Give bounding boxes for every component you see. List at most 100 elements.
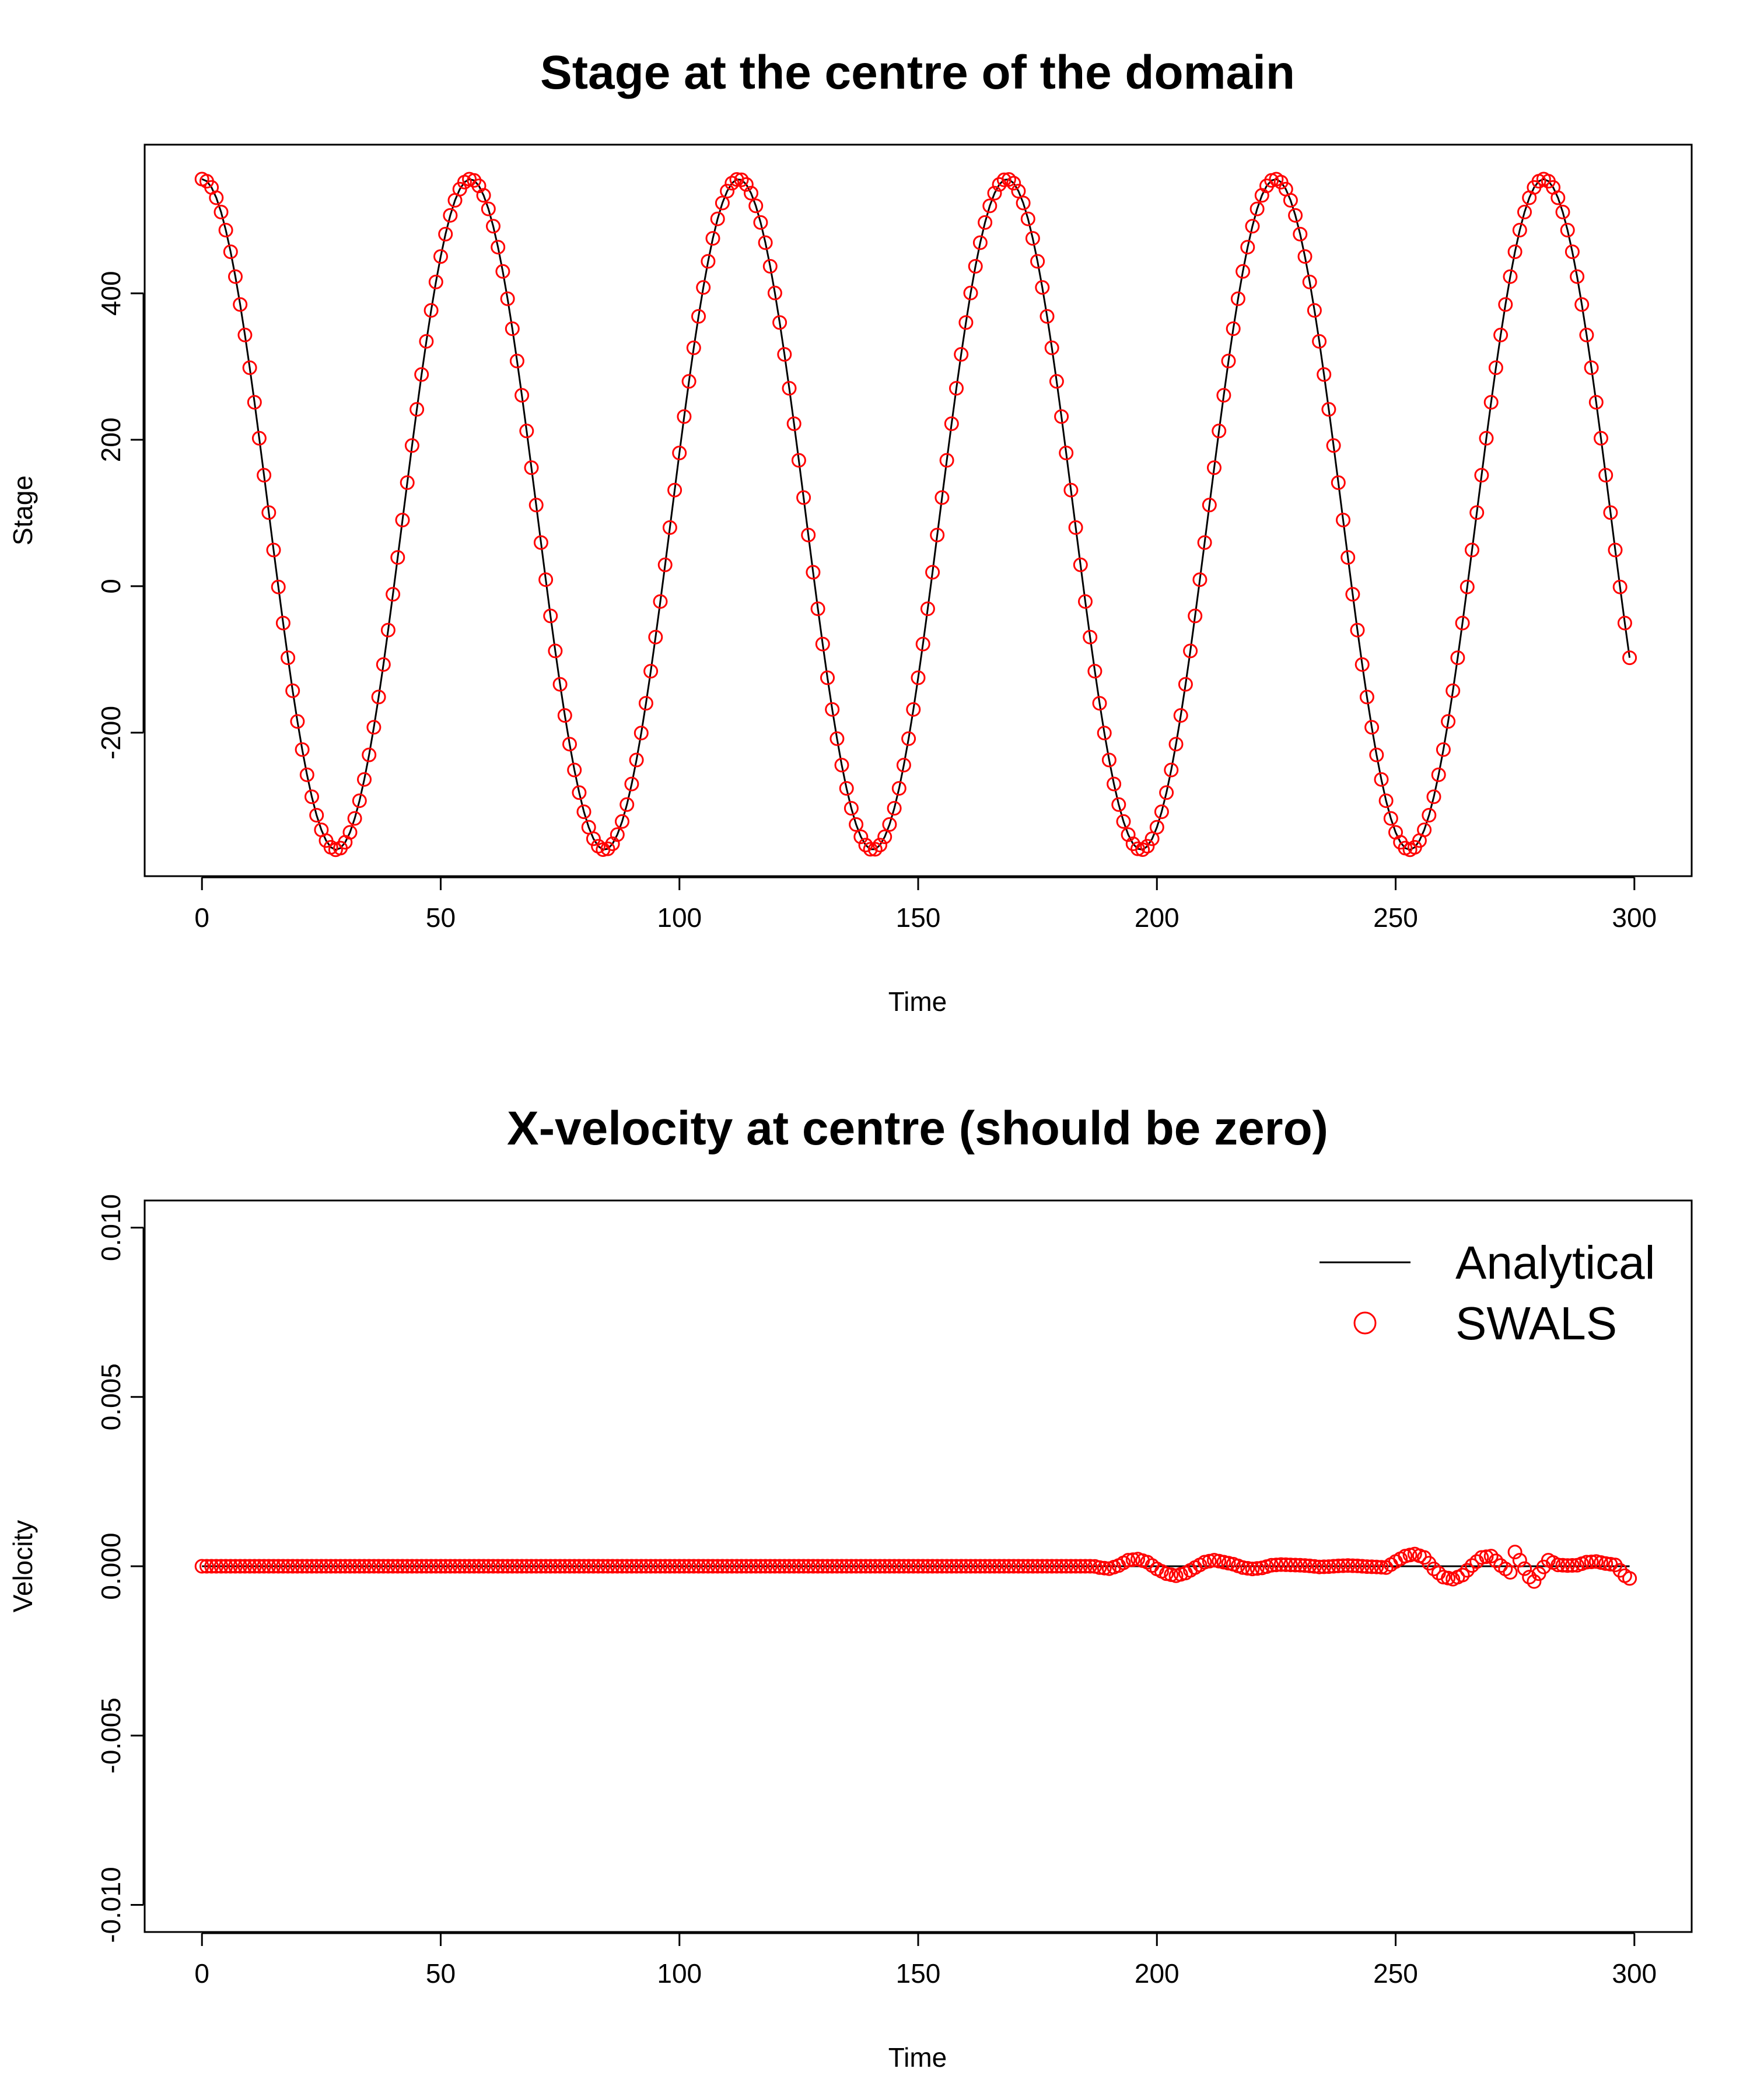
p2-swals-point bbox=[691, 1559, 706, 1574]
p1-swals-point bbox=[791, 453, 806, 468]
p1-swals-point bbox=[1297, 249, 1312, 264]
velocity-y-axis-label: Velocity bbox=[8, 1520, 38, 1613]
p2-swals-point bbox=[882, 1559, 897, 1574]
p1-swals-point bbox=[1140, 839, 1155, 854]
stage-data-marks bbox=[194, 172, 1637, 858]
p1-swals-point bbox=[767, 285, 782, 300]
velocity-chart-title: X-velocity at centre (should be zero) bbox=[507, 1102, 1328, 1155]
p1-swals-point bbox=[342, 825, 358, 840]
p1-swals-point bbox=[1608, 542, 1623, 558]
p1-swals-point bbox=[428, 274, 443, 289]
p1-swals-point bbox=[1073, 557, 1088, 572]
p2-swals-point bbox=[290, 1559, 305, 1574]
p2-y-tick-label: -0.005 bbox=[96, 1698, 126, 1773]
p2-swals-point bbox=[873, 1559, 887, 1574]
p1-swals-point bbox=[1293, 226, 1308, 242]
p2-swals-point bbox=[328, 1559, 343, 1574]
velocity-y-axis: -0.010 -0.005 0.000 0.005 0.010 bbox=[96, 1194, 145, 1943]
p1-swals-point bbox=[1226, 321, 1241, 336]
p2-swals-point bbox=[720, 1559, 735, 1574]
p1-swals-point bbox=[1560, 223, 1575, 237]
p2-swals-point bbox=[624, 1559, 639, 1574]
p2-swals-point bbox=[1512, 1553, 1527, 1568]
p1-y-tick-label: 400 bbox=[96, 271, 126, 316]
p1-swals-point bbox=[304, 789, 319, 804]
p1-swals-point bbox=[261, 505, 276, 520]
p2-swals-point bbox=[844, 1559, 859, 1574]
p2-swals-point bbox=[1336, 1558, 1350, 1573]
p2-swals-point bbox=[352, 1559, 367, 1574]
p1-swals-point bbox=[653, 594, 668, 609]
p2-swals-point bbox=[1317, 1559, 1332, 1574]
p2-swals-point bbox=[1350, 1558, 1365, 1573]
p2-swals-point bbox=[204, 1559, 219, 1574]
p2-swals-point bbox=[271, 1559, 286, 1574]
p1-swals-point bbox=[514, 388, 530, 403]
p1-swals-point bbox=[1474, 468, 1489, 483]
p2-swals-point bbox=[1374, 1560, 1389, 1575]
p1-swals-point bbox=[1002, 172, 1016, 187]
p1-swals-point bbox=[1059, 446, 1074, 460]
p1-swals-point bbox=[839, 781, 854, 796]
p2-swals-point bbox=[1125, 1552, 1140, 1567]
p2-swals-point bbox=[1083, 1559, 1098, 1574]
p1-swals-point bbox=[281, 650, 296, 666]
p1-x-tick-label: 0 bbox=[194, 902, 209, 933]
p1-swals-point bbox=[605, 836, 620, 851]
p1-swals-point bbox=[376, 657, 391, 672]
p2-swals-point bbox=[696, 1559, 711, 1574]
p1-swals-point bbox=[1564, 244, 1580, 260]
p2-swals-point bbox=[386, 1559, 401, 1574]
p2-swals-point bbox=[782, 1559, 797, 1574]
p1-swals-point bbox=[858, 838, 873, 853]
p2-swals-point bbox=[1025, 1559, 1040, 1574]
p2-swals-point bbox=[552, 1559, 568, 1574]
p2-swals-point bbox=[318, 1559, 334, 1574]
p1-swals-point bbox=[414, 367, 429, 382]
p2-swals-point bbox=[610, 1559, 625, 1574]
p1-swals-point bbox=[299, 767, 314, 782]
p2-swals-point bbox=[462, 1559, 477, 1574]
p2-swals-point bbox=[877, 1559, 892, 1574]
p1-swals-point bbox=[1617, 615, 1632, 631]
p2-swals-point bbox=[978, 1559, 993, 1574]
p1-swals-point bbox=[624, 776, 639, 792]
p2-swals-point bbox=[1059, 1559, 1074, 1574]
p2-swals-point bbox=[214, 1559, 229, 1574]
p1-swals-point bbox=[1359, 690, 1374, 705]
p1-swals-point bbox=[528, 498, 544, 513]
p1-swals-point bbox=[1116, 814, 1131, 829]
p2-swals-point bbox=[791, 1559, 806, 1574]
p2-swals-point bbox=[724, 1559, 740, 1574]
p1-swals-point bbox=[1006, 176, 1021, 191]
p2-swals-point bbox=[338, 1559, 353, 1574]
p2-x-tick-label: 50 bbox=[426, 1958, 456, 1989]
p2-swals-point bbox=[738, 1559, 754, 1574]
p2-swals-point bbox=[247, 1559, 262, 1574]
p1-swals-point bbox=[251, 430, 267, 446]
p2-swals-point bbox=[1288, 1558, 1303, 1573]
p2-swals-point bbox=[1040, 1559, 1055, 1574]
stage-x-axis: 0 50 100 150 200 250 300 bbox=[194, 876, 1657, 933]
p2-swals-point bbox=[443, 1559, 458, 1574]
p2-swals-point bbox=[524, 1559, 539, 1574]
velocity-chart: X-velocity at centre (should be zero) 0 5… bbox=[8, 1102, 1693, 2073]
p2-swals-point bbox=[295, 1559, 310, 1574]
p1-swals-point bbox=[1460, 579, 1475, 594]
p1-swals-point bbox=[657, 557, 673, 572]
p2-swals-point bbox=[620, 1559, 635, 1574]
p2-swals-point bbox=[261, 1559, 276, 1574]
p1-swals-point bbox=[1212, 424, 1227, 439]
p1-swals-point bbox=[481, 201, 496, 216]
p2-swals-point bbox=[342, 1559, 358, 1574]
p1-swals-point bbox=[1197, 535, 1212, 550]
p1-swals-point bbox=[505, 321, 520, 336]
p1-swals-point bbox=[1092, 696, 1107, 711]
p2-swals-point bbox=[906, 1559, 921, 1574]
p2-swals-point bbox=[701, 1559, 716, 1574]
p2-y-tick-label: 0.000 bbox=[96, 1532, 126, 1600]
p1-swals-point bbox=[1188, 608, 1203, 624]
p1-swals-point bbox=[424, 303, 439, 318]
p2-swals-point bbox=[414, 1559, 429, 1574]
p2-swals-point bbox=[567, 1559, 582, 1574]
